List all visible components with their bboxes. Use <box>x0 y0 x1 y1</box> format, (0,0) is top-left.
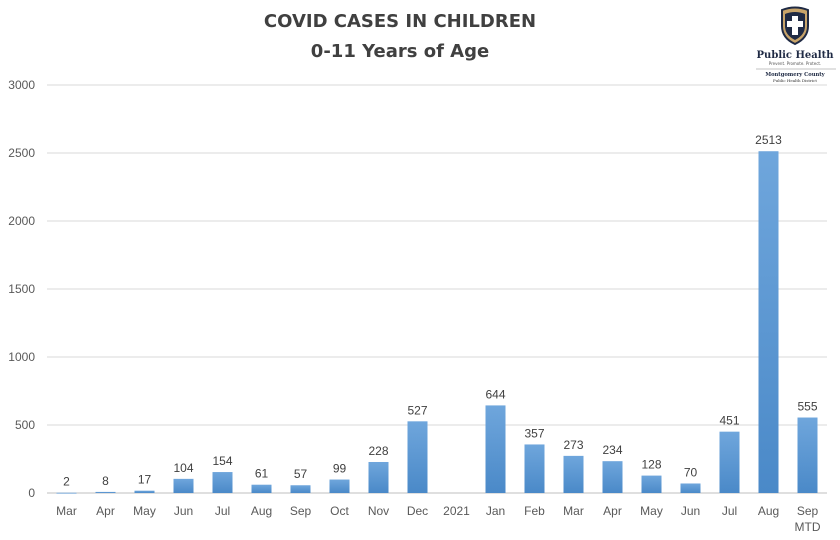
x-tick-label: MTD <box>795 520 821 534</box>
x-tick-label: Mar <box>563 504 584 518</box>
bar <box>563 455 584 493</box>
x-tick-label: Aug <box>251 504 272 518</box>
data-label: 70 <box>684 465 698 479</box>
bar <box>407 421 428 493</box>
y-tick-label: 2000 <box>8 214 35 228</box>
x-tick-label: Oct <box>330 504 349 518</box>
x-tick-label: Jun <box>681 504 700 518</box>
x-tick-label: Jul <box>722 504 737 518</box>
bar <box>680 483 701 493</box>
y-tick-label: 500 <box>15 418 35 432</box>
logo-name: Public Health <box>757 50 835 61</box>
x-tick-label: Nov <box>368 504 389 518</box>
y-tick-label: 0 <box>28 486 35 500</box>
x-tick-label: Aug <box>758 504 779 518</box>
bar <box>641 475 662 493</box>
bar <box>173 478 194 493</box>
x-axis-ticks: Mar Apr May Jun Jul Aug Sep Oct Nov Dec 2021 Jan Feb… <box>56 504 821 534</box>
y-tick-label: 1000 <box>8 350 35 364</box>
bar <box>719 431 740 493</box>
y-axis-ticks: 0 500 1000 1500 2000 2500 3000 <box>8 78 35 500</box>
data-label: 2 <box>63 475 70 489</box>
data-label: 2513 <box>755 133 782 147</box>
x-tick-label: Feb <box>524 504 545 518</box>
data-label: 57 <box>294 467 308 481</box>
data-label: 234 <box>602 443 622 457</box>
x-tick-label: Mar <box>56 504 77 518</box>
data-label: 104 <box>173 461 193 475</box>
x-tick-label: Dec <box>407 504 428 518</box>
bars <box>56 151 818 494</box>
cross-icon <box>787 16 803 35</box>
bar <box>56 492 77 494</box>
logo-org-sub: Public Health District <box>773 78 817 83</box>
bar <box>251 484 272 493</box>
bar <box>134 490 155 493</box>
data-label: 527 <box>407 403 427 417</box>
bar <box>797 417 818 493</box>
data-label: 8 <box>102 474 109 488</box>
y-tick-label: 3000 <box>8 78 35 92</box>
y-tick-label: 1500 <box>8 282 35 296</box>
bar <box>485 405 506 493</box>
x-tick-label: Sep <box>290 504 312 518</box>
data-label: 17 <box>138 473 152 487</box>
data-label: 128 <box>641 458 661 472</box>
x-tick-label: Apr <box>96 504 115 518</box>
logo-org: Montgomery County <box>765 72 825 78</box>
x-tick-label: Jul <box>215 504 230 518</box>
chart-subtitle: 0-11 Years of Age <box>310 41 490 62</box>
data-label: 273 <box>563 438 583 452</box>
x-tick-label: Jan <box>486 504 505 518</box>
bar <box>524 444 545 493</box>
public-health-logo: Public Health Prevent. Promote. Protect.… <box>756 6 836 83</box>
data-label: 99 <box>333 462 347 476</box>
bar <box>95 491 116 493</box>
data-label: 154 <box>212 454 232 468</box>
data-label: 61 <box>255 467 269 481</box>
bar <box>329 479 350 493</box>
data-label: 228 <box>368 444 388 458</box>
bar <box>212 472 233 493</box>
bar <box>290 485 311 493</box>
data-labels: 2 8 17 104 154 61 57 99 228 527 644 357 273 234 128 70 4… <box>63 133 818 488</box>
x-tick-label: 2021 <box>443 504 470 518</box>
x-tick-label: Sep <box>797 504 819 518</box>
x-tick-label: May <box>640 504 663 518</box>
gridlines <box>47 84 827 494</box>
data-label: 451 <box>719 414 739 428</box>
bar <box>758 151 779 493</box>
y-tick-label: 2500 <box>8 146 35 160</box>
data-label: 555 <box>797 400 817 414</box>
x-tick-label: Apr <box>603 504 622 518</box>
logo-tagline: Prevent. Promote. Protect. <box>769 61 822 66</box>
bar <box>368 461 389 493</box>
data-label: 644 <box>485 387 505 401</box>
x-tick-label: Jun <box>174 504 193 518</box>
chart-title: COVID CASES IN CHILDREN <box>263 11 537 32</box>
bar <box>602 461 623 493</box>
x-tick-label: May <box>133 504 156 518</box>
data-label: 357 <box>524 426 544 440</box>
